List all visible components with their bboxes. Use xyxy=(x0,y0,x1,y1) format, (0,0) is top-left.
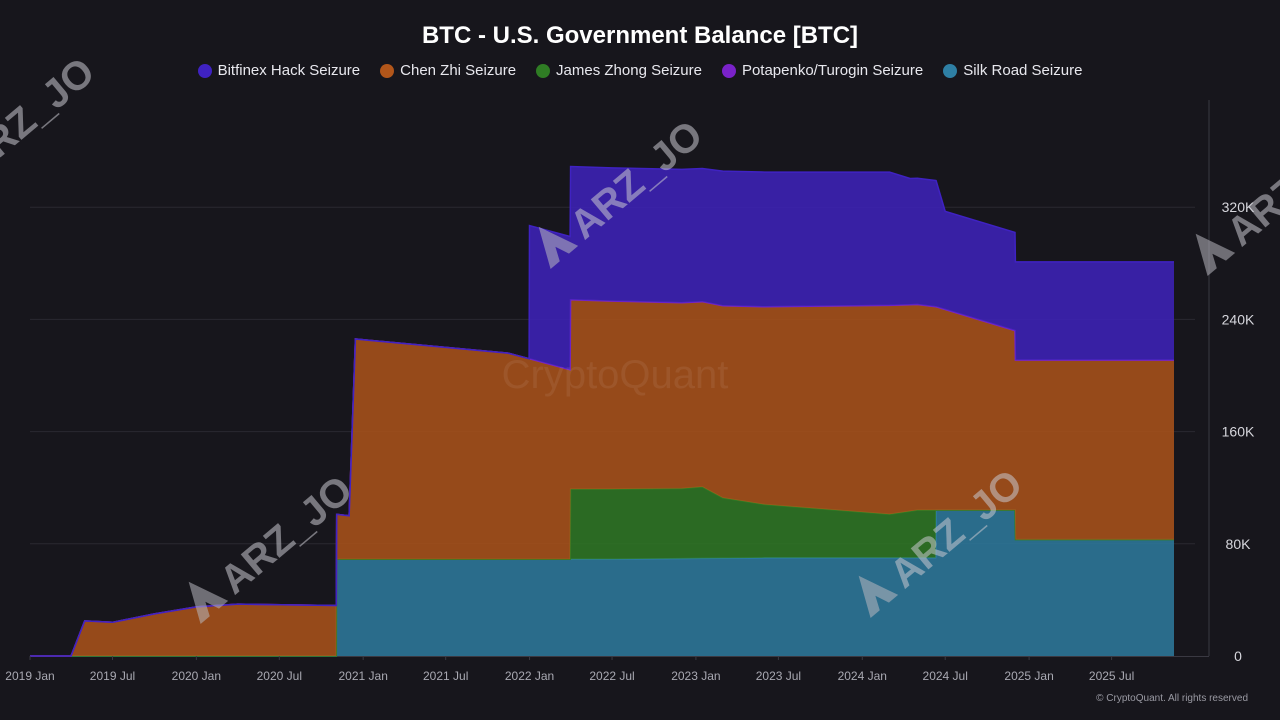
legend-dot-icon xyxy=(943,63,958,78)
x-tick-label: 2020 Jan xyxy=(172,669,221,683)
x-tick-label: 2020 Jul xyxy=(257,669,302,683)
x-tick-label: 2024 Jan xyxy=(838,669,887,683)
watermark-text: ARZ_JO xyxy=(1219,119,1280,254)
y-tick-label: 240K xyxy=(1222,311,1255,327)
series-area xyxy=(30,299,1174,656)
series-line xyxy=(30,165,1174,657)
x-tick-label: 2022 Jul xyxy=(589,669,634,683)
handle-watermark: ARZ_JO xyxy=(0,49,103,184)
x-tick-label: 2025 Jan xyxy=(1004,669,1053,683)
watermark-logo-icon xyxy=(858,575,899,619)
watermark-text: ARZ_JO xyxy=(0,49,103,184)
x-tick-label: 2022 Jan xyxy=(505,669,554,683)
brand-watermark: CryptoQuant xyxy=(502,353,729,397)
y-tick-label: 0 xyxy=(1234,648,1242,664)
x-tick-label: 2021 Jan xyxy=(338,669,387,683)
x-tick-label: 2019 Jan xyxy=(5,669,54,683)
legend-item[interactable]: Potapenko/Turogin Seizure xyxy=(721,62,924,79)
legend-item[interactable]: Bitfinex Hack Seizure xyxy=(197,62,361,79)
chart-legend: Bitfinex Hack Seizure Chen Zhi Seizure Jam… xyxy=(0,62,1280,79)
x-tick-label: 2021 Jul xyxy=(423,669,468,683)
x-tick-label: 2025 Jul xyxy=(1089,669,1134,683)
legend-label: Bitfinex Hack Seizure xyxy=(217,62,361,79)
chart-title: BTC - U.S. Government Balance [BTC] xyxy=(421,22,859,49)
y-tick-label: 160K xyxy=(1222,424,1255,440)
x-tick-label: 2024 Jul xyxy=(923,669,968,683)
x-tick-label: 2023 Jan xyxy=(671,669,720,683)
legend-item[interactable]: Silk Road Seizure xyxy=(943,62,1082,79)
legend-dot-icon xyxy=(721,63,736,78)
legend-item[interactable]: Chen Zhi Seizure xyxy=(380,62,516,79)
legend-dot-icon xyxy=(536,63,551,78)
legend-label: Silk Road Seizure xyxy=(963,62,1083,79)
legend-label: James Zhong Seizure xyxy=(556,62,702,79)
watermark-logo-icon xyxy=(188,581,229,625)
series-area xyxy=(30,510,1174,656)
y-tick-label: 320K xyxy=(1222,199,1255,215)
copyright-footer: © CryptoQuant. All rights reserved xyxy=(1096,693,1248,704)
x-tick-label: 2023 Jul xyxy=(756,669,801,683)
x-tick-label: 2019 Jul xyxy=(90,669,135,683)
legend-dot-icon xyxy=(197,63,212,78)
legend-label: Chen Zhi Seizure xyxy=(400,62,517,79)
series-area xyxy=(30,166,1174,656)
legend-label: Potapenko/Turogin Seizure xyxy=(741,62,924,79)
legend-item[interactable]: James Zhong Seizure xyxy=(536,62,702,79)
watermark-logo-icon xyxy=(1195,233,1236,277)
y-tick-label: 80K xyxy=(1226,536,1252,552)
watermark-logo-icon xyxy=(538,226,579,270)
legend-dot-icon xyxy=(380,63,395,78)
series-area xyxy=(30,486,1174,656)
